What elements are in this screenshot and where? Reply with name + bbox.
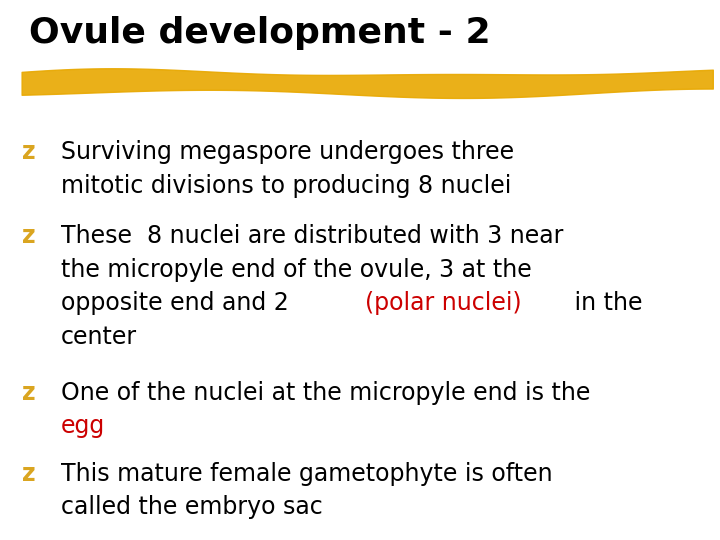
Text: z: z xyxy=(22,381,35,404)
Text: in the: in the xyxy=(567,291,642,315)
Text: (polar nuclei): (polar nuclei) xyxy=(365,291,521,315)
Text: These  8 nuclei are distributed with 3 near: These 8 nuclei are distributed with 3 ne… xyxy=(61,224,564,248)
Text: the micropyle end of the ovule, 3 at the: the micropyle end of the ovule, 3 at the xyxy=(61,258,532,281)
Text: One of the nuclei at the micropyle end is the: One of the nuclei at the micropyle end i… xyxy=(61,381,590,404)
Text: Surviving megaspore undergoes three: Surviving megaspore undergoes three xyxy=(61,140,514,164)
Text: z: z xyxy=(22,140,35,164)
Text: This mature female gametophyte is often: This mature female gametophyte is often xyxy=(61,462,553,485)
Text: z: z xyxy=(22,462,35,485)
Text: opposite end and 2: opposite end and 2 xyxy=(61,291,297,315)
Text: center: center xyxy=(61,325,138,348)
Text: Ovule development - 2: Ovule development - 2 xyxy=(29,16,490,50)
Text: z: z xyxy=(22,224,35,248)
Text: mitotic divisions to producing 8 nuclei: mitotic divisions to producing 8 nuclei xyxy=(61,174,512,198)
Text: called the embryo sac: called the embryo sac xyxy=(61,495,323,519)
Text: egg: egg xyxy=(61,414,105,438)
